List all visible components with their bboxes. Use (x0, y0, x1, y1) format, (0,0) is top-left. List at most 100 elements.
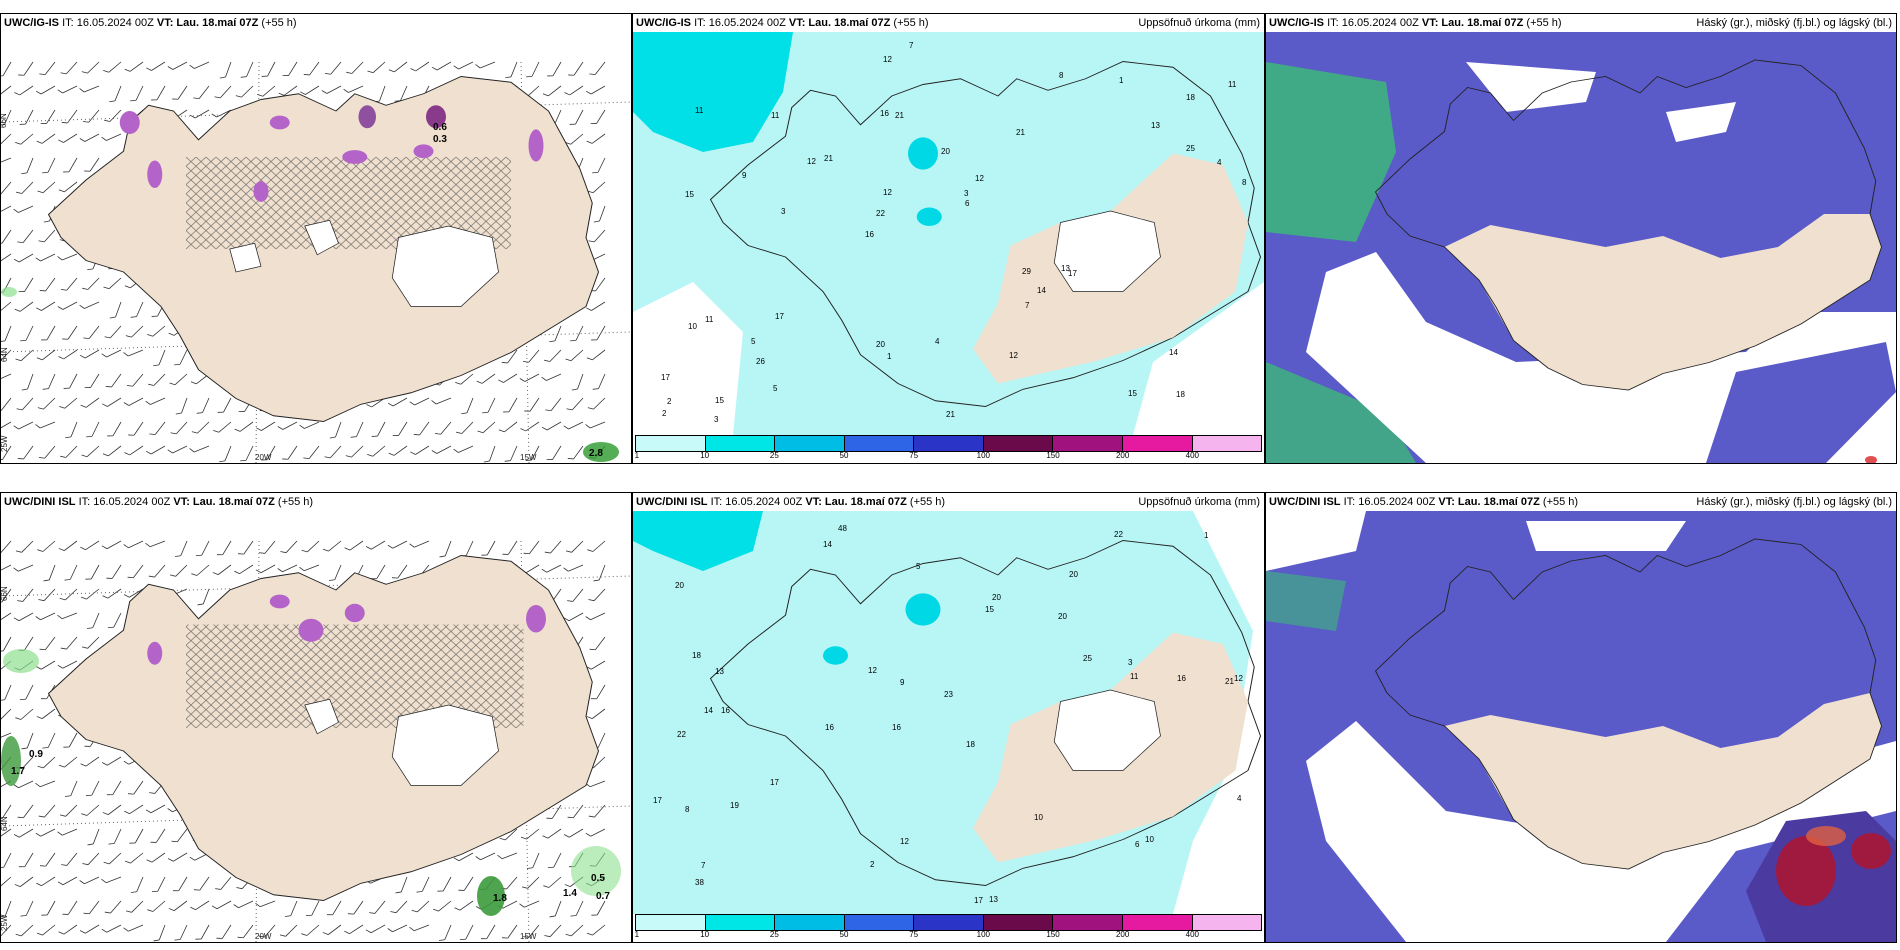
precip-value: 4 (1237, 794, 1242, 803)
precip-value: 13 (989, 895, 998, 904)
precip-value: 10 (1034, 813, 1043, 822)
precip-value: 1 (1204, 531, 1209, 540)
precip-value: 2 (667, 397, 672, 406)
svg-text:66N: 66N (1, 113, 8, 128)
precip-value: 16 (880, 109, 889, 118)
precip-value: 5 (916, 562, 921, 571)
colorbar-segment (705, 436, 776, 451)
precip-value: 21 (946, 410, 955, 419)
colorbar-tick: 50 (839, 930, 849, 939)
panel-title: UWC/DINI ISL IT: 16.05.2024 00Z VT: Lau.… (1, 493, 631, 511)
precip-value: 15 (985, 605, 994, 614)
precip-value: 25 (1083, 654, 1092, 663)
precip-value: 20 (1058, 612, 1067, 621)
precip-value: 3 (964, 189, 969, 198)
precip-value: 6 (965, 199, 970, 208)
precip-value: 7 (1025, 301, 1030, 310)
svg-text:0.6: 0.6 (433, 122, 447, 133)
precip-value: 16 (1177, 674, 1186, 683)
colorbar-segment (636, 915, 706, 930)
colorbar (635, 435, 1262, 452)
precip-value: 12 (900, 837, 909, 846)
precip-value: 18 (966, 740, 975, 749)
colorbar-tick: 200 (1115, 930, 1130, 939)
precip-value: 16 (865, 230, 874, 239)
precip-value: 16 (721, 706, 730, 715)
precip-value: 17 (661, 373, 670, 382)
colorbar-tick: 1 (634, 930, 640, 939)
svg-text:25W: 25W (1, 914, 9, 931)
panel-title: UWC/DINI ISL IT: 16.05.2024 00Z VT: Lau.… (1266, 493, 1896, 511)
colorbar-tick: 200 (1115, 451, 1130, 460)
colorbar-tick: 150 (1046, 451, 1060, 460)
precip-value: 11 (1228, 80, 1237, 89)
colorbar-segment (775, 915, 845, 930)
precip-map[interactable]: 48 20 21 16 18 16 20 20 22 15 23 38 14 16 17 13 12 22 25 17… (633, 511, 1264, 914)
colorbar-tick: 10 (700, 451, 710, 460)
precip-value: 12 (883, 188, 892, 197)
panel-wind-bottom: UWC/DINI ISL IT: 16.05.2024 00Z VT: Lau.… (0, 492, 632, 943)
precip-value: 11 (771, 111, 780, 120)
precip-value: 21 (824, 154, 833, 163)
panel-title: UWC/DINI ISL IT: 16.05.2024 00Z VT: Lau.… (633, 493, 1264, 511)
precip-value: 7 (701, 861, 706, 870)
panel-precip-bottom: UWC/DINI ISL IT: 16.05.2024 00Z VT: Lau.… (632, 492, 1265, 943)
precip-value: 20 (1069, 570, 1078, 579)
wind-map[interactable]: 0.6 0.3 2.8 66N 64N 25W 20W 15W (1, 32, 631, 463)
colorbar-tick: 50 (839, 451, 849, 460)
colorbar-segment (636, 436, 706, 451)
precip-value: 4 (935, 337, 940, 346)
precip-value: 23 (944, 690, 953, 699)
precip-value: 12 (975, 174, 984, 183)
colorbar-tick: 150 (1046, 930, 1060, 939)
precip-value: 13 (715, 667, 724, 676)
colorbar-segment (844, 436, 915, 451)
precip-map[interactable]: 18 15 18 16 21 15 16 20 11 21 17 26 21 12 17 11 12 8 29 25 2… (633, 32, 1264, 435)
precip-value: 12 (1234, 674, 1243, 683)
colorbar-tick: 100 (976, 451, 991, 460)
panel-clouds-top: UWC/IG-IS IT: 16.05.2024 00Z VT: Lau. 18… (1265, 13, 1897, 464)
precip-value: 22 (876, 209, 885, 218)
precip-value: 25 (1186, 144, 1195, 153)
precip-value: 11 (1130, 672, 1139, 681)
precip-value: 22 (677, 730, 686, 739)
precip-value: 8 (1242, 178, 1247, 187)
colorbar-segment (983, 436, 1054, 451)
panel-wind-top: UWC/IG-IS IT: 16.05.2024 00Z VT: Lau. 18… (0, 13, 632, 464)
wind-map[interactable]: 0.9 1.7 0.5 1.8 1.4 0.7 66N 64N 25W 20W … (1, 511, 631, 942)
cloud-map[interactable] (1266, 511, 1896, 942)
precip-value: 18 (1176, 390, 1185, 399)
svg-text:1.8: 1.8 (493, 893, 507, 904)
svg-text:0.9: 0.9 (29, 749, 43, 760)
cloud-map[interactable] (1266, 32, 1896, 463)
panel-title: UWC/IG-IS IT: 16.05.2024 00Z VT: Lau. 18… (633, 14, 1264, 32)
svg-text:0.7: 0.7 (596, 891, 610, 902)
svg-text:25W: 25W (1, 435, 9, 452)
precip-value: 21 (895, 111, 904, 120)
svg-text:64N: 64N (1, 816, 9, 831)
colorbar-segment (844, 915, 915, 930)
precip-values: 1815181621151620112117262112171112829252… (661, 41, 1247, 424)
colorbar-segment (914, 436, 984, 451)
precip-value: 13 (1151, 121, 1160, 130)
precip-value: 22 (1114, 530, 1123, 539)
colorbar-tick: 25 (769, 930, 779, 939)
svg-text:1.4: 1.4 (563, 888, 577, 899)
svg-text:15W: 15W (520, 453, 537, 462)
precip-value: 10 (1145, 835, 1154, 844)
colorbar-ticks: 1 10 25 50 75 100 150 200 400 (635, 930, 1262, 942)
precip-value: 11 (705, 315, 714, 324)
colorbar-segment (775, 436, 845, 451)
svg-text:20W: 20W (255, 932, 272, 941)
precip-value: 18 (692, 651, 701, 660)
precip-value: 12 (883, 55, 892, 64)
precip-value: 14 (1169, 348, 1178, 357)
colorbar-segment (1192, 436, 1262, 451)
precip-value: 1 (1119, 76, 1124, 85)
precip-value: 12 (868, 666, 877, 675)
precip-value: 19 (730, 801, 739, 810)
precip-value: 16 (892, 723, 901, 732)
precip-value: 18 (1186, 93, 1195, 102)
precip-value: 15 (685, 190, 694, 199)
precip-value: 17 (653, 796, 662, 805)
